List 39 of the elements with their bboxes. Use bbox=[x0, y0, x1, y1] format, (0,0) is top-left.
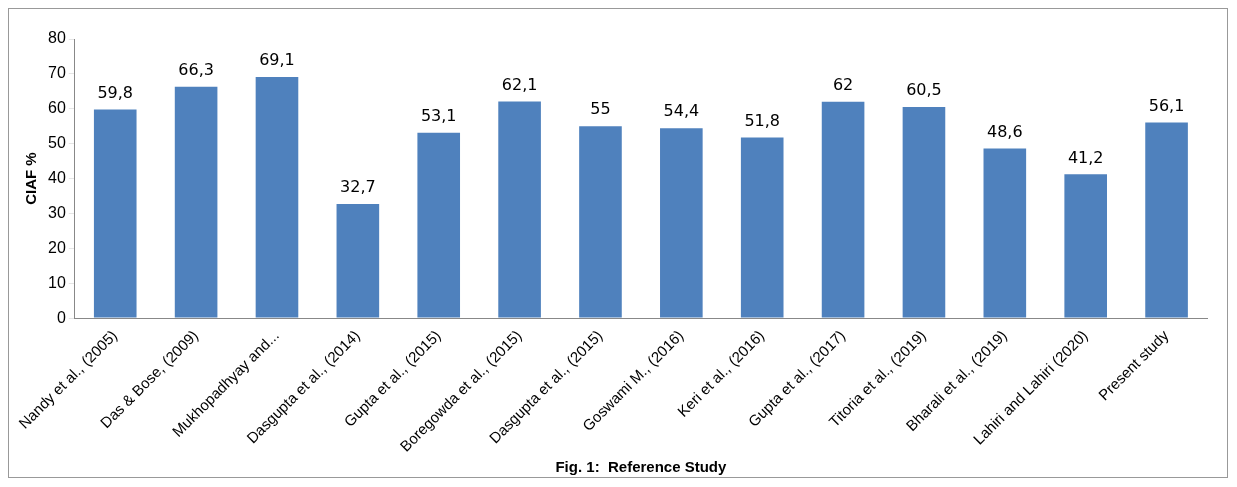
bar bbox=[983, 148, 1027, 318]
data-label: 69,1 bbox=[259, 50, 295, 70]
bar bbox=[821, 101, 865, 318]
data-label: 62,1 bbox=[501, 74, 538, 94]
bar bbox=[93, 109, 137, 318]
y-tick-label: 60 bbox=[48, 99, 66, 117]
bar bbox=[255, 77, 299, 318]
bar bbox=[660, 128, 703, 318]
data-label: 41,2 bbox=[1067, 147, 1104, 167]
y-tick-label: 0 bbox=[56, 308, 66, 326]
bar bbox=[579, 126, 622, 318]
y-tick-label: 20 bbox=[48, 238, 66, 256]
data-label: 53,1 bbox=[420, 106, 457, 126]
data-label: 56,1 bbox=[1148, 95, 1185, 115]
y-axis-title: CIAF % bbox=[22, 152, 40, 205]
y-tick-label: 50 bbox=[48, 134, 66, 152]
bar bbox=[417, 132, 461, 318]
data-label: 48,6 bbox=[987, 121, 1023, 141]
x-axis-title: Fig. 1: Reference Study bbox=[555, 458, 727, 476]
bar bbox=[1064, 174, 1107, 318]
y-tick-label: 10 bbox=[48, 273, 66, 291]
bar bbox=[336, 204, 380, 318]
data-label: 55 bbox=[590, 99, 611, 119]
data-label: 54,4 bbox=[663, 101, 700, 121]
data-label: 62 bbox=[832, 74, 854, 94]
data-label: 32,7 bbox=[340, 177, 376, 197]
bar bbox=[902, 107, 946, 318]
data-label: 60,5 bbox=[906, 80, 942, 100]
bar bbox=[740, 137, 784, 318]
data-label: 59,8 bbox=[97, 82, 134, 102]
y-tick-label: 30 bbox=[48, 203, 66, 221]
bar bbox=[1145, 122, 1188, 318]
data-label: 66,3 bbox=[178, 59, 214, 79]
data-label: 51,8 bbox=[744, 110, 781, 130]
y-tick-label: 80 bbox=[48, 29, 66, 47]
y-tick-label: 40 bbox=[48, 168, 66, 186]
bar bbox=[174, 86, 218, 318]
bar bbox=[498, 101, 541, 318]
y-tick-label: 70 bbox=[48, 64, 66, 82]
